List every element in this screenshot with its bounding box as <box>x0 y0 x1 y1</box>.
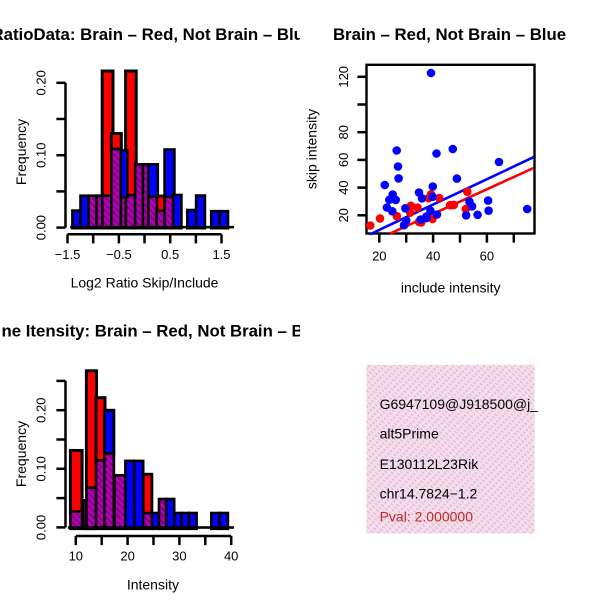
svg-text:Pval: 2.000000: Pval: 2.000000 <box>380 508 474 524</box>
svg-text:60: 60 <box>336 153 351 167</box>
svg-text:40: 40 <box>224 548 238 563</box>
svg-text:Brain – Red, Not Brain – Blue: Brain – Red, Not Brain – Blue <box>333 25 566 44</box>
svg-text:0.20: 0.20 <box>34 70 49 95</box>
svg-text:Log2 Ratio Skip/Include: Log2 Ratio Skip/Include <box>71 275 219 291</box>
svg-text:−1.5: −1.5 <box>55 247 81 262</box>
svg-text:ne Itensity: Brain – Red, Not: ne Itensity: Brain – Red, Not Brain – Bl… <box>2 322 328 341</box>
svg-text:Frequency: Frequency <box>13 421 29 487</box>
svg-text:40: 40 <box>336 180 351 194</box>
svg-text:Frequency: Frequency <box>13 119 29 185</box>
svg-text:include intensity: include intensity <box>401 280 501 296</box>
svg-text:−0.5: −0.5 <box>106 247 132 262</box>
svg-text:30: 30 <box>172 548 186 563</box>
svg-text:0.00: 0.00 <box>34 215 49 240</box>
svg-text:Intensity: Intensity <box>127 577 179 593</box>
svg-text:0.00: 0.00 <box>34 515 49 540</box>
svg-text:80: 80 <box>336 125 351 139</box>
svg-text:20: 20 <box>120 548 134 563</box>
svg-text:0.10: 0.10 <box>34 456 49 481</box>
svg-text:1.5: 1.5 <box>212 247 230 262</box>
svg-text:0.5: 0.5 <box>161 247 179 262</box>
svg-text:G6947109@J918500@j_: G6947109@J918500@j_ <box>380 396 539 412</box>
svg-text:0.20: 0.20 <box>34 398 49 423</box>
svg-text:alt5Prime: alt5Prime <box>380 425 439 441</box>
svg-text:chr14.7824−1.2: chr14.7824−1.2 <box>380 486 478 502</box>
svg-text:120: 120 <box>336 66 351 88</box>
svg-text:RatioData: Brain – Red, Not Br: RatioData: Brain – Red, Not Brain – Blue <box>0 25 313 44</box>
svg-text:0.10: 0.10 <box>34 143 49 168</box>
svg-text:skip intensity: skip intensity <box>304 109 320 189</box>
svg-text:20: 20 <box>372 249 386 264</box>
svg-text:20: 20 <box>336 208 351 222</box>
svg-text:40: 40 <box>426 249 440 264</box>
svg-text:10: 10 <box>69 548 83 563</box>
svg-text:60: 60 <box>480 249 494 264</box>
svg-text:E130112L23Rik: E130112L23Rik <box>380 456 480 472</box>
